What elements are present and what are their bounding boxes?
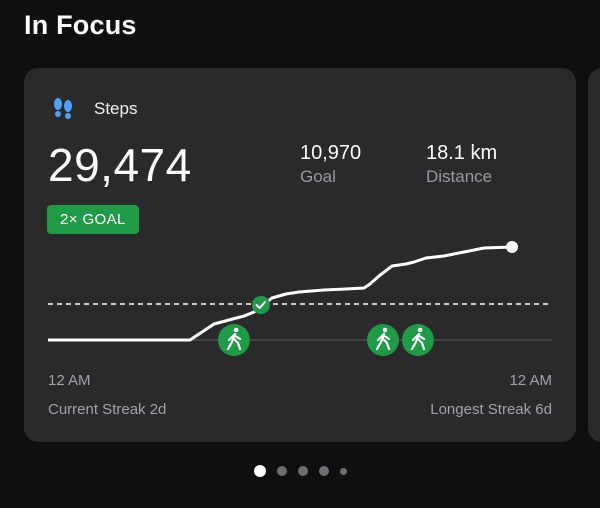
steps-chart	[48, 241, 552, 356]
card-header: Steps	[52, 96, 137, 122]
steps-card[interactable]: Steps 29,474 10,970 Goal 18.1 km Distanc…	[24, 68, 576, 442]
current-streak: Current Streak 2d	[48, 401, 167, 418]
axis-end-label: 12 AM	[509, 372, 552, 389]
steps-line-end-point	[506, 241, 518, 253]
page-dot[interactable]	[318, 466, 329, 476]
card-title: Steps	[94, 99, 138, 118]
goal-value: 10,970	[300, 142, 362, 164]
section-title: In Focus	[24, 10, 137, 40]
steps-value: 29,474	[48, 139, 192, 191]
page-dot[interactable]	[339, 467, 347, 475]
page-dot[interactable]	[276, 466, 287, 476]
longest-streak: Longest Streak 6d	[430, 401, 552, 418]
goal-reached-icon	[252, 296, 270, 314]
footprints-icon	[54, 98, 72, 119]
page-dot-active[interactable]	[253, 465, 266, 477]
walk-marker-icon	[367, 324, 399, 356]
goal-label: Goal	[300, 167, 336, 186]
page-dot[interactable]	[297, 466, 308, 476]
walk-marker-icon	[218, 324, 250, 356]
distance-stat: 18.1 km Distance	[426, 142, 497, 187]
walk-marker-icon	[402, 324, 434, 356]
distance-value: 18.1 km	[426, 142, 498, 164]
next-card-peek[interactable]	[588, 68, 600, 442]
goal-stat: 10,970 Goal	[300, 142, 361, 187]
axis-start-label: 12 AM	[48, 372, 91, 389]
steps-line	[48, 245, 513, 342]
page-indicator[interactable]	[0, 465, 600, 477]
goal-multiple-badge: 2× GOAL	[47, 205, 139, 234]
distance-label: Distance	[426, 167, 493, 186]
